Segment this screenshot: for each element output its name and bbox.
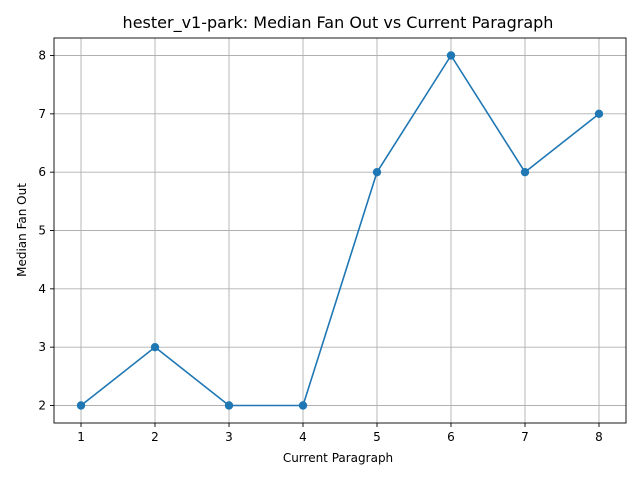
data-point	[594, 109, 604, 119]
data-point	[520, 167, 530, 177]
x-tick-label: 3	[225, 430, 233, 444]
axis-ticks: 1 2 3 4 5 6 7 8 2 3 4 5 6 7 8	[38, 49, 602, 445]
x-tick-label: 4	[299, 430, 307, 444]
y-tick-label: 8	[38, 49, 46, 63]
series-layer	[76, 51, 604, 410]
data-point	[372, 167, 382, 177]
data-point	[76, 401, 86, 410]
chart-title: hester_v1-park: Median Fan Out vs Curren…	[123, 13, 554, 33]
x-tick-label: 2	[151, 430, 159, 444]
grid	[54, 38, 626, 423]
x-tick-label: 1	[77, 430, 85, 444]
y-tick-label: 2	[38, 399, 46, 413]
data-point	[446, 51, 456, 60]
x-axis-label: Current Paragraph	[283, 451, 393, 465]
x-tick-label: 8	[595, 430, 603, 444]
y-tick-label: 3	[38, 340, 46, 354]
y-axis-label: Median Fan Out	[15, 183, 29, 277]
y-tick-label: 6	[38, 165, 46, 179]
y-tick-label: 7	[38, 107, 46, 121]
y-tick-label: 4	[38, 282, 46, 296]
x-tick-label: 5	[373, 430, 381, 444]
data-point	[150, 342, 160, 352]
y-tick-label: 5	[38, 224, 46, 238]
series-line	[80, 54, 600, 407]
data-point	[298, 401, 308, 410]
plot-frame	[53, 37, 627, 424]
data-point	[224, 401, 234, 410]
x-tick-label: 6	[447, 430, 455, 444]
x-tick-label: 7	[521, 430, 529, 444]
